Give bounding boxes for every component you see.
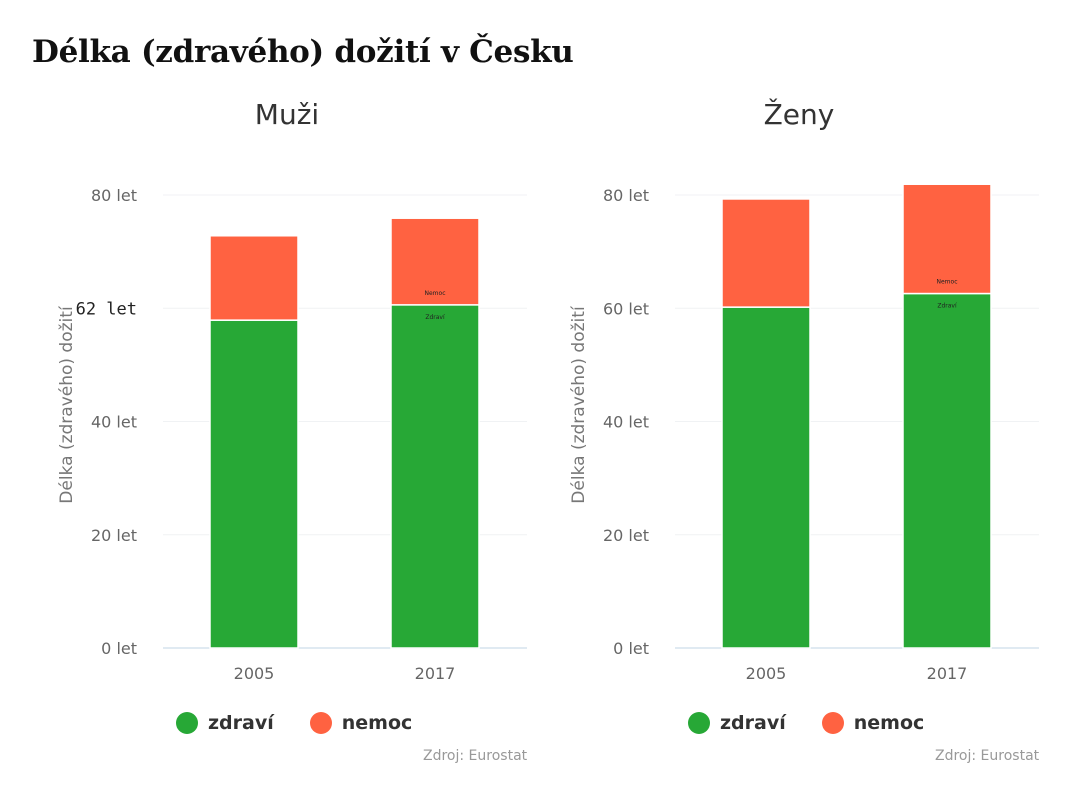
chart-panel-zeny: Ženy 0 let 20 let 40 let 60 let 80 let 2005 20… xyxy=(512,0,1049,794)
legend: zdraví nemoc xyxy=(688,712,960,734)
legend-label-zdravi: zdraví xyxy=(208,712,274,734)
x-tick-label: 2017 xyxy=(415,664,456,683)
y-tick-label: 40 let xyxy=(603,413,649,432)
y-tick-label: 80 let xyxy=(603,186,649,205)
x-tick-label: 2005 xyxy=(746,664,787,683)
x-tick-label: 2017 xyxy=(927,664,968,683)
bar-annotation: Nemoc xyxy=(425,290,446,297)
bar-annotation: Zdraví xyxy=(937,303,957,310)
legend-label-nemoc: nemoc xyxy=(341,712,413,734)
legend: zdraví nemoc xyxy=(176,712,448,734)
bar-annotation: Nemoc xyxy=(937,279,958,286)
legend-item-nemoc[interactable]: nemoc xyxy=(821,712,925,734)
legend-marker-zdravi xyxy=(688,712,710,734)
bar-zdraví-2005[interactable] xyxy=(209,319,299,649)
bar-nemoc-2005[interactable] xyxy=(209,235,299,321)
legend-marker-nemoc xyxy=(309,712,332,734)
chart-plot-muzi: 0 let 20 let 40 let 62 let 80 let 2005 2017 Zdr… xyxy=(76,186,527,683)
source-note: Zdroj: Eurostat xyxy=(423,748,528,764)
bar-zdraví-2005[interactable] xyxy=(721,306,811,649)
y-tick-label: 0 let xyxy=(101,639,137,658)
bar-zdraví-2017[interactable] xyxy=(902,292,992,649)
legend-marker-nemoc xyxy=(821,712,844,734)
bar-nemoc-2017[interactable] xyxy=(902,183,992,295)
y-axis-label: Délka (zdravého) dožití xyxy=(569,306,589,504)
y-tick-label: 0 let xyxy=(613,639,649,658)
legend-marker-zdravi xyxy=(176,712,198,734)
chart-panel-muzi: Muži 0 let 20 let 40 let 62 let 80 let 2005 20… xyxy=(57,98,528,764)
x-tick-label: 2005 xyxy=(234,664,275,683)
bar-nemoc-2017[interactable] xyxy=(390,217,480,306)
y-tick-label: 80 let xyxy=(91,186,137,205)
bar-annotation: Zdraví xyxy=(425,314,445,321)
bar-nemoc-2005[interactable] xyxy=(721,198,811,308)
y-tick-label: 62 let xyxy=(76,299,137,319)
bar-zdraví-2017[interactable] xyxy=(390,304,480,649)
legend-item-nemoc[interactable]: nemoc xyxy=(309,712,413,734)
legend-item-zdravi[interactable]: zdraví xyxy=(688,712,786,734)
legend-label-nemoc: nemoc xyxy=(853,712,925,734)
panel-title: Ženy xyxy=(763,98,835,131)
y-tick-label: 20 let xyxy=(603,526,649,545)
y-tick-label: 20 let xyxy=(91,526,137,545)
y-axis-label: Délka (zdravého) dožití xyxy=(57,306,77,504)
chart-title: Délka (zdravého) dožití v Česku xyxy=(32,34,574,70)
panel-title: Muži xyxy=(254,98,320,131)
source-note: Zdroj: Eurostat xyxy=(935,748,1040,764)
chart-plot-zeny: 0 let 20 let 40 let 60 let 80 let 2005 2017 Zdr… xyxy=(603,183,1039,683)
y-tick-label: 60 let xyxy=(603,299,649,318)
y-tick-label: 40 let xyxy=(91,413,137,432)
legend-item-zdravi[interactable]: zdraví xyxy=(176,712,274,734)
legend-label-zdravi: zdraví xyxy=(720,712,786,734)
